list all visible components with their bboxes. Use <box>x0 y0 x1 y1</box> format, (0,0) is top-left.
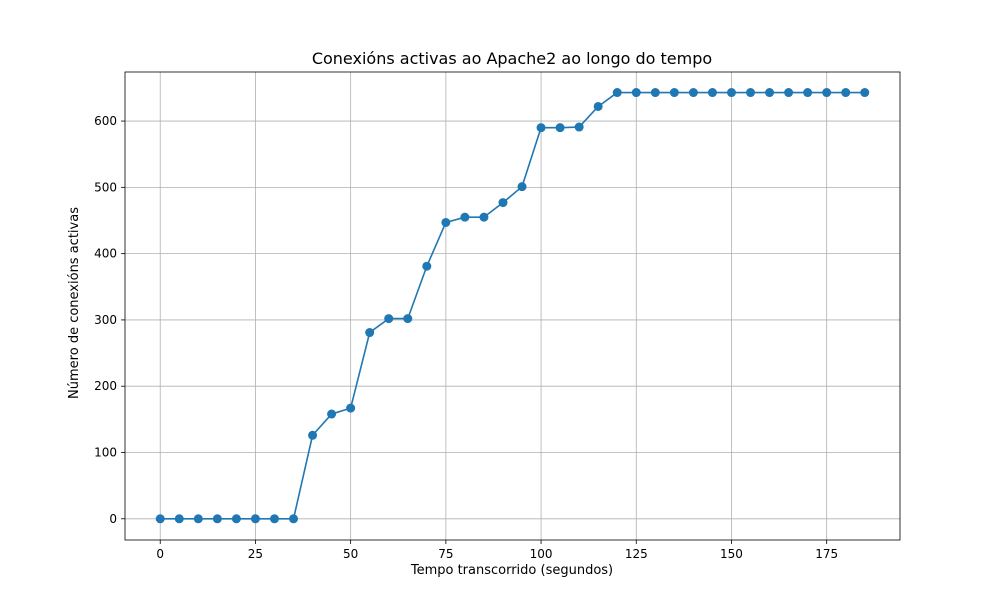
data-point <box>536 123 546 133</box>
y-tick-label: 400 <box>94 247 117 261</box>
y-tick-label: 300 <box>94 313 117 327</box>
x-tick-label: 150 <box>720 547 743 561</box>
y-axis-label: Número de conexións activas <box>67 207 82 399</box>
data-point <box>384 314 394 324</box>
data-point <box>269 514 279 524</box>
data-point <box>688 88 698 98</box>
data-point <box>422 261 432 271</box>
data-point <box>841 88 851 98</box>
y-tick-label: 200 <box>94 379 117 393</box>
data-point <box>669 88 679 98</box>
data-point <box>346 403 356 413</box>
data-point <box>327 409 337 419</box>
axis-ticks: 0 25 50 75 100 125 150 175 0 100 200 300 400 500 600 <box>94 114 838 561</box>
data-point <box>707 88 717 98</box>
data-point <box>174 514 184 524</box>
data-point <box>479 212 489 222</box>
grid-lines <box>125 72 900 540</box>
data-point <box>155 514 165 524</box>
plot-frame <box>124 71 901 541</box>
data-point <box>860 88 870 98</box>
data-point <box>612 88 622 98</box>
x-tick-label: 75 <box>438 547 453 561</box>
data-point <box>765 88 775 98</box>
data-point <box>403 314 413 324</box>
data-point <box>498 198 508 208</box>
data-point <box>250 514 260 524</box>
data-point <box>593 101 603 111</box>
data-point <box>460 212 470 222</box>
data-series <box>155 88 870 524</box>
data-point <box>822 88 832 98</box>
x-tick-label: 100 <box>530 547 553 561</box>
data-point <box>746 88 756 98</box>
y-tick-label: 0 <box>109 512 117 526</box>
x-tick-label: 125 <box>625 547 648 561</box>
data-point <box>365 328 375 338</box>
data-point <box>650 88 660 98</box>
data-point <box>308 430 318 440</box>
y-tick-label: 600 <box>94 114 117 128</box>
y-tick-label: 100 <box>94 445 117 459</box>
chart-title: Conexións activas ao Apache2 ao longo do… <box>312 49 712 68</box>
data-point <box>441 217 451 227</box>
data-point <box>231 514 241 524</box>
x-tick-label: 175 <box>815 547 838 561</box>
data-point <box>631 88 641 98</box>
data-point <box>517 182 527 192</box>
data-point <box>574 122 584 132</box>
data-point <box>193 514 203 524</box>
x-tick-label: 0 <box>156 547 164 561</box>
y-tick-label: 500 <box>94 180 117 194</box>
x-tick-label: 50 <box>343 547 358 561</box>
data-point <box>289 514 299 524</box>
data-point <box>726 88 736 98</box>
x-tick-label: 25 <box>248 547 263 561</box>
series-line <box>160 91 865 520</box>
data-point <box>212 514 222 524</box>
data-point <box>784 88 794 98</box>
x-axis-label: Tempo transcorrido (segundos) <box>410 563 613 578</box>
data-point <box>555 123 565 133</box>
data-point <box>803 88 813 98</box>
